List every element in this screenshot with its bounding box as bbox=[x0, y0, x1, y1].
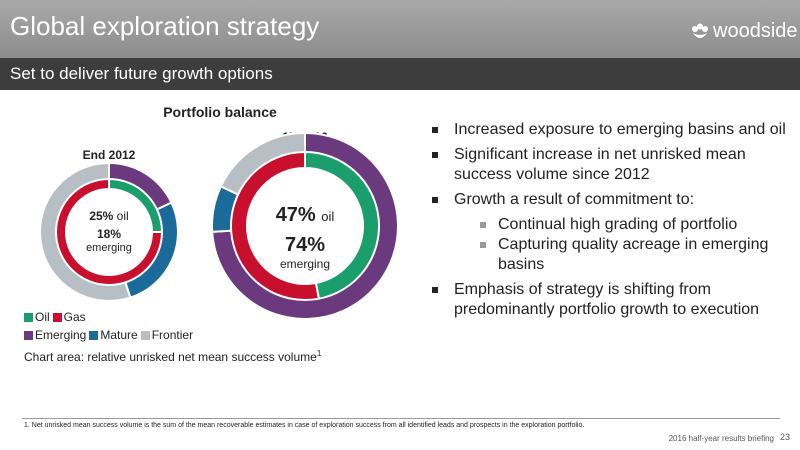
bullet-marker bbox=[480, 222, 486, 228]
legend-label-frontier: Frontier bbox=[151, 328, 194, 342]
bullet-item-3: Growth a result of commitment to: bbox=[430, 190, 790, 210]
bullet-list: Increased exposure to emerging basins an… bbox=[430, 120, 790, 325]
legend-label-gas: Gas bbox=[63, 310, 86, 324]
header-bar: Global exploration strategy woodside bbox=[0, 0, 800, 58]
logo-text: woodside bbox=[713, 20, 798, 42]
bullet-marker bbox=[432, 197, 438, 203]
donut-2-oil-value: 47% oil bbox=[276, 204, 335, 226]
bullet-item-1: Increased exposure to emerging basins an… bbox=[430, 120, 790, 140]
subheader-bar: Set to deliver future growth options bbox=[0, 58, 800, 90]
bullet-text: Capturing quality acreage in emerging ba… bbox=[498, 236, 769, 273]
legend-swatch-emerging bbox=[24, 330, 33, 340]
footnote: 1. Net unrisked mean success volume is t… bbox=[24, 422, 585, 429]
page-title: Global exploration strategy bbox=[10, 11, 320, 41]
caption-text: Chart area: relative unrisked net mean s… bbox=[24, 350, 317, 364]
donut-2-emerging-word: emerging bbox=[280, 257, 330, 271]
bullet-text: Significant increase in net unrisked mea… bbox=[454, 146, 746, 183]
bullet-marker bbox=[480, 242, 486, 248]
donut-1-emerging-value: 18% bbox=[97, 227, 121, 241]
sub-bullet-item-5: Capturing quality acreage in emerging ba… bbox=[430, 235, 790, 275]
donut-1-inner-gas-slice bbox=[55, 177, 164, 286]
footer-label: 2016 half-year results briefing bbox=[668, 434, 774, 443]
woodside-logo-icon bbox=[692, 23, 708, 38]
subtitle: Set to deliver future growth options bbox=[10, 64, 273, 83]
bullet-marker bbox=[432, 152, 438, 158]
donut-1-label: End 2012 bbox=[83, 148, 136, 162]
chart-title: Portfolio balance bbox=[163, 104, 277, 120]
woodside-logo: woodside bbox=[690, 20, 798, 43]
bullet-marker bbox=[432, 127, 438, 133]
donut-1-emerging-word: emerging bbox=[86, 242, 132, 254]
bullet-item-6: Emphasis of strategy is shifting from pr… bbox=[430, 280, 790, 320]
legend-swatch-gas bbox=[52, 312, 62, 322]
page-number: 23 bbox=[779, 432, 790, 442]
legend-swatch-mature bbox=[89, 330, 99, 340]
donut-2-inner-gas-slice bbox=[230, 150, 321, 301]
legend-swatch-frontier bbox=[140, 330, 150, 340]
legend-label-emerging: Emerging bbox=[35, 328, 87, 342]
bullet-text: Continual high grading of portfolio bbox=[498, 216, 738, 233]
bullet-text: Increased exposure to emerging basins an… bbox=[454, 121, 786, 138]
bullet-text: Growth a result of commitment to: bbox=[454, 191, 695, 208]
legend-label-mature: Mature bbox=[100, 328, 138, 342]
bullet-item-2: Significant increase in net unrisked mea… bbox=[430, 145, 790, 185]
bullet-text: Emphasis of strategy is shifting from pr… bbox=[454, 281, 760, 318]
donut-2-emerging-value: 74% bbox=[285, 234, 325, 256]
legend-row-1: Oil Gas bbox=[24, 310, 89, 324]
bullet-marker bbox=[432, 287, 438, 293]
donut-1-oil-value: 25% oil bbox=[89, 209, 128, 223]
footer-divider bbox=[22, 418, 780, 419]
legend-label-oil: Oil bbox=[35, 310, 50, 324]
caption-footnote-mark: 1 bbox=[316, 349, 322, 358]
legend-swatch-oil bbox=[24, 312, 33, 322]
chart-caption: Chart area: relative unrisked net mean s… bbox=[24, 349, 321, 364]
sub-bullet-item-4: Continual high grading of portfolio bbox=[430, 215, 790, 235]
legend-row-2: Emerging Mature Frontier bbox=[24, 328, 196, 342]
